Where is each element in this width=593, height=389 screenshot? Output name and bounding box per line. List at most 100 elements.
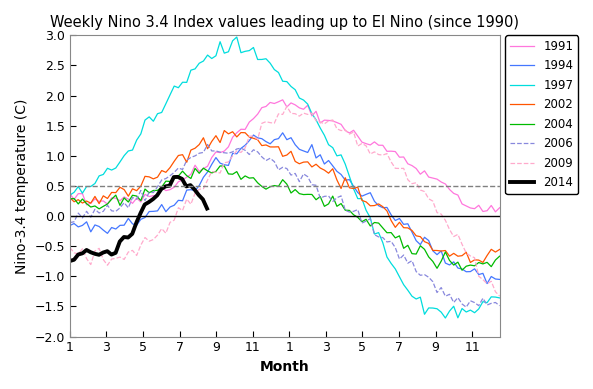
2006: [192, 154, 199, 158]
2014: [187, 183, 194, 187]
2002: [192, 146, 199, 151]
2004: [79, 197, 86, 202]
2014: [162, 184, 169, 189]
2002: [66, 195, 74, 200]
2002: [175, 153, 182, 158]
Line: 2006: 2006: [70, 145, 499, 307]
2014: [141, 202, 148, 207]
2004: [496, 254, 503, 259]
2009: [279, 112, 286, 117]
1997: [283, 79, 291, 84]
Y-axis label: Nino-3.4 temperature (C): Nino-3.4 temperature (C): [15, 98, 29, 273]
2004: [458, 268, 466, 273]
2014: [191, 187, 198, 192]
2014: [104, 249, 111, 254]
1991: [483, 209, 490, 213]
1997: [66, 193, 74, 198]
2014: [203, 206, 211, 211]
1991: [463, 203, 470, 208]
2014: [95, 252, 103, 257]
2006: [283, 166, 291, 171]
1991: [66, 191, 74, 196]
Title: Weekly Nino 3.4 Index values leading up to El Nino (since 1990): Weekly Nino 3.4 Index values leading up …: [50, 15, 519, 30]
1997: [79, 191, 86, 196]
2006: [204, 142, 211, 147]
Line: 1997: 1997: [70, 37, 499, 318]
2006: [496, 303, 503, 308]
1997: [175, 85, 182, 90]
1997: [487, 294, 495, 299]
2009: [79, 247, 86, 251]
2009: [463, 251, 470, 255]
2004: [283, 182, 291, 186]
1997: [496, 296, 503, 300]
2002: [283, 153, 291, 158]
2014: [154, 193, 161, 198]
Line: 2009: 2009: [70, 106, 499, 296]
1994: [496, 277, 503, 282]
2002: [487, 247, 495, 252]
2014: [137, 211, 144, 216]
2014: [183, 184, 190, 189]
2006: [467, 298, 474, 303]
1991: [283, 105, 291, 109]
1994: [487, 274, 495, 279]
2004: [467, 263, 474, 267]
2006: [463, 305, 470, 310]
2006: [79, 216, 86, 220]
2009: [496, 294, 503, 298]
2014: [79, 251, 86, 256]
1997: [442, 315, 449, 320]
2014: [71, 258, 78, 262]
2004: [66, 196, 74, 201]
Line: 1991: 1991: [70, 100, 499, 212]
2014: [195, 193, 202, 197]
2014: [166, 183, 173, 188]
Line: 2014: 2014: [70, 177, 207, 261]
2004: [175, 174, 182, 179]
1994: [463, 270, 470, 274]
2014: [120, 235, 127, 239]
1997: [233, 35, 240, 39]
2014: [108, 252, 115, 257]
2014: [174, 175, 181, 179]
Line: 2002: 2002: [70, 131, 499, 263]
2014: [129, 231, 136, 236]
1991: [279, 98, 286, 102]
2009: [483, 281, 490, 286]
2014: [149, 197, 157, 202]
2002: [467, 260, 474, 265]
1997: [192, 67, 199, 71]
1991: [192, 163, 199, 168]
2014: [91, 251, 98, 256]
2014: [178, 177, 186, 181]
1991: [175, 179, 182, 184]
2009: [192, 191, 199, 196]
2004: [192, 166, 199, 171]
2002: [496, 247, 503, 252]
1994: [79, 223, 86, 228]
1994: [279, 130, 286, 135]
X-axis label: Month: Month: [260, 360, 310, 374]
1997: [467, 308, 474, 312]
2002: [221, 128, 228, 133]
2006: [66, 220, 74, 225]
1994: [192, 188, 199, 193]
2014: [112, 251, 119, 255]
2002: [79, 201, 86, 205]
2014: [125, 235, 132, 240]
2014: [116, 239, 123, 244]
1991: [492, 210, 499, 214]
1991: [79, 191, 86, 196]
2006: [487, 301, 495, 306]
2014: [145, 200, 152, 204]
1991: [496, 205, 503, 210]
2002: [463, 250, 470, 254]
2009: [283, 104, 291, 109]
2004: [216, 164, 224, 168]
2014: [170, 175, 177, 179]
1994: [283, 137, 291, 142]
2009: [175, 205, 182, 210]
2014: [83, 248, 90, 252]
2014: [158, 187, 165, 191]
